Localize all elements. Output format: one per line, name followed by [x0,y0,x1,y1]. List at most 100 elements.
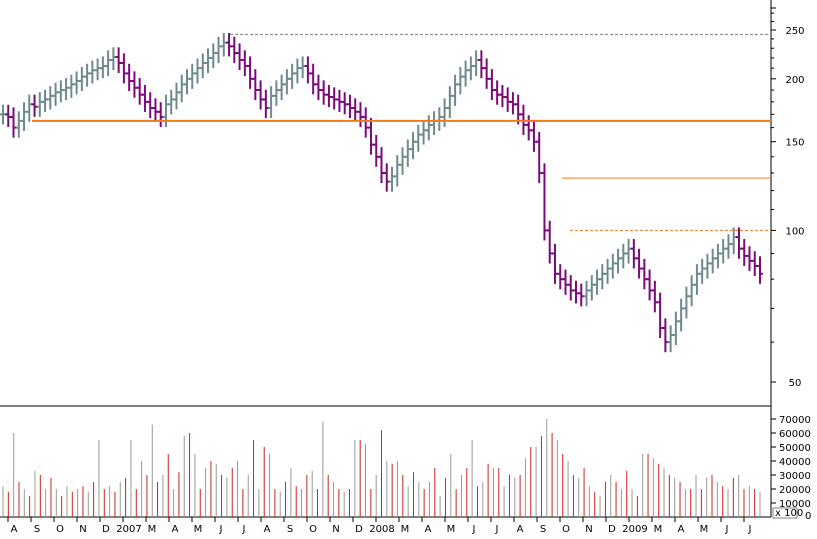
ohlc-bar [636,248,643,279]
time-tick-label: N [585,524,592,535]
ohlc-bar [620,243,627,269]
ohlc-bar [583,280,590,307]
ohlc-bar [84,63,91,87]
volume-tick-label-zero: 0 [805,511,811,522]
volume-unit-label: x 100 [775,508,803,519]
ohlc-bar [63,78,70,101]
ohlc-bar [457,67,464,95]
ohlc-bar [751,251,758,277]
ohlc-bar [152,98,159,122]
ohlc-bar [741,239,748,266]
volume-tick-label: 60000 [779,429,811,440]
ohlc-bar [10,107,17,138]
time-tick-label: S [287,524,293,535]
ohlc-bar [557,264,564,290]
ohlc-bar [136,78,143,105]
price-tick-label: 50 [789,378,802,389]
ohlc-bar [699,258,706,284]
ohlc-bar [389,166,396,192]
ohlc-bar [562,269,569,295]
ohlc-bar [394,155,401,187]
ohlc-bar [693,264,700,295]
volume-tick-label: 70000 [779,415,811,426]
price-tick-label: 150 [785,138,804,149]
ohlc-bar [530,120,537,152]
time-tick-label: N [332,524,339,535]
ohlc-bar [573,280,580,304]
ohlc-bar [436,107,443,131]
ohlc-bar [578,283,585,307]
ohlc-bar [273,80,280,106]
ohlc-bar [210,43,217,69]
ohlc-bar [352,98,359,122]
ohlc-bar [173,82,180,110]
ohlc-bar [320,80,327,105]
ohlc-bar [746,246,753,271]
time-tick-label: O [56,524,64,535]
ohlc-bar [609,253,616,279]
ohlc-bar [226,32,233,57]
ohlc-bar [525,115,532,141]
ohlc-bar [299,56,306,79]
ohlc-bar [467,56,474,81]
time-tick-label: 2008 [369,524,394,535]
ohlc-bar [26,94,33,122]
ohlc-bar [215,36,222,64]
ohlc-bar [604,258,611,284]
time-tick-label: S [34,524,40,535]
ohlc-bar [373,135,380,167]
ohlc-bar [641,258,648,290]
ohlc-bar [367,117,374,155]
ohlc-bar [78,67,85,92]
ohlc-bar [688,275,695,307]
time-tick-label: M [447,524,456,535]
volume-tick-label: 10000 [779,499,811,510]
ohlc-bar [147,92,154,119]
ohlc-bar [425,115,432,141]
ohlc-bar [667,325,674,353]
ohlc-bar [567,275,574,301]
ohlc-bar [720,239,727,264]
time-tick-label: D [102,524,110,535]
ohlc-bar [441,98,448,128]
ohlc-bar [31,94,38,117]
time-tick-label: M [654,524,663,535]
ohlc-bar [509,92,516,115]
time-tick-label: N [79,524,86,535]
time-tick-label: D [355,524,363,535]
ohlc-bar [189,63,196,89]
ohlc-bar [630,239,637,269]
time-tick-label: J [242,524,246,535]
ohlc-bar [709,248,716,274]
ohlc-bar [704,253,711,279]
ohlc-bar [68,74,75,98]
time-tick-label: M [194,524,203,535]
ohlc-bar [646,269,653,301]
time-tick-label: O [562,524,570,535]
time-tick-label: A [264,524,271,535]
ohlc-bar [730,227,737,255]
ohlc-bar [162,94,169,128]
ohlc-bar [415,124,422,152]
ohlc-bar [283,69,290,95]
ohlc-bar [757,256,763,284]
time-tick-label: M [401,524,410,535]
ohlc-bar [399,147,406,175]
ohlc-bar [588,275,595,301]
ohlc-bar [220,32,227,57]
ohlc-bar [126,63,133,92]
ohlc-bar [462,60,469,87]
time-tick-label: J [472,524,476,535]
ohlc-bar [157,102,164,128]
ohlc-bar [662,318,669,353]
time-tick-label: M [148,524,157,535]
ohlc-bar [725,234,732,259]
ohlc-bar [0,104,6,125]
ohlc-bar [657,292,664,339]
ohlc-bar [383,163,390,192]
time-tick-label: J [748,524,752,535]
ohlc-bar [52,82,59,106]
ohlc-bar [110,47,117,71]
